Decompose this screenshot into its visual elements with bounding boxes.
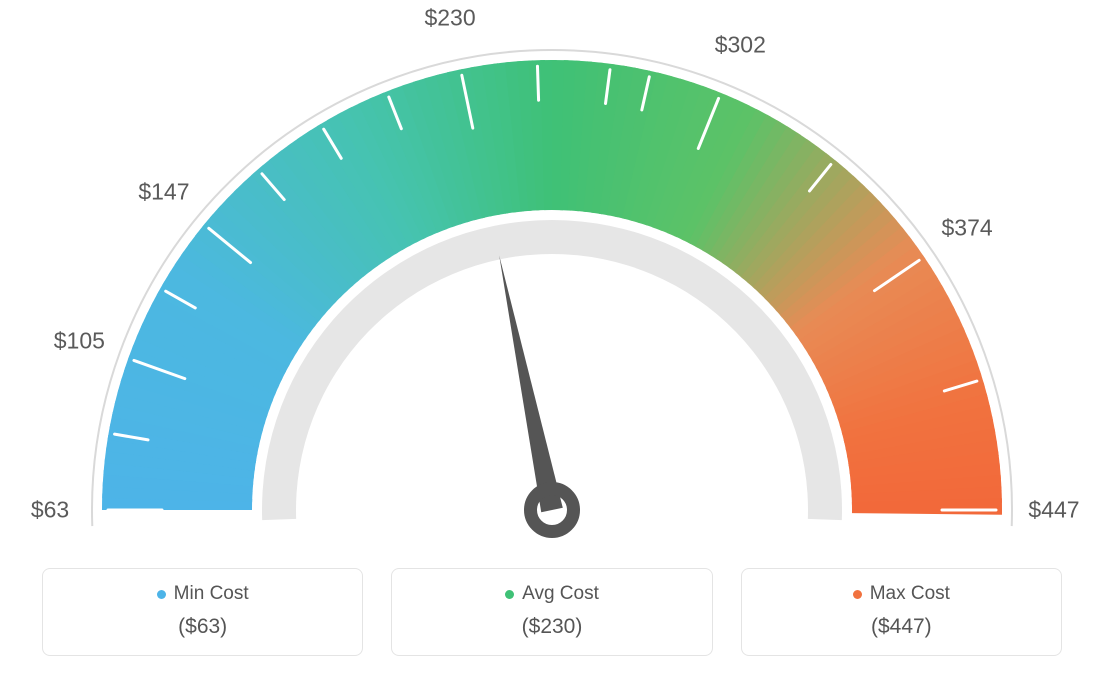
legend-card-min: Min Cost ($63) xyxy=(42,568,363,656)
dot-icon xyxy=(505,590,514,599)
legend-title-text: Avg Cost xyxy=(522,583,599,605)
gauge-tick-label: $63 xyxy=(31,497,69,524)
legend-title-avg: Avg Cost xyxy=(505,583,599,605)
legend-card-avg: Avg Cost ($230) xyxy=(391,568,712,656)
dot-icon xyxy=(157,590,166,599)
gauge-chart: $63 $105 $147 $230 $302 $374 $447 xyxy=(0,0,1104,550)
legend-row: Min Cost ($63) Avg Cost ($230) Max Cost … xyxy=(42,568,1062,656)
gauge-tick-label: $374 xyxy=(942,214,993,241)
legend-value-max: ($447) xyxy=(752,615,1051,639)
legend-title-text: Max Cost xyxy=(870,583,950,605)
legend-title-min: Min Cost xyxy=(157,583,249,605)
gauge-tick-label: $147 xyxy=(138,178,189,205)
gauge-tick-label: $447 xyxy=(1028,497,1079,524)
gauge-svg xyxy=(0,0,1104,560)
gauge-tick-label: $105 xyxy=(54,327,105,354)
dot-icon xyxy=(853,590,862,599)
gauge-tick-label: $302 xyxy=(715,31,766,58)
legend-card-max: Max Cost ($447) xyxy=(741,568,1062,656)
legend-title-max: Max Cost xyxy=(853,583,950,605)
legend-value-min: ($63) xyxy=(53,615,352,639)
gauge-tick-label: $230 xyxy=(424,5,475,32)
legend-title-text: Min Cost xyxy=(174,583,249,605)
legend-value-avg: ($230) xyxy=(402,615,701,639)
